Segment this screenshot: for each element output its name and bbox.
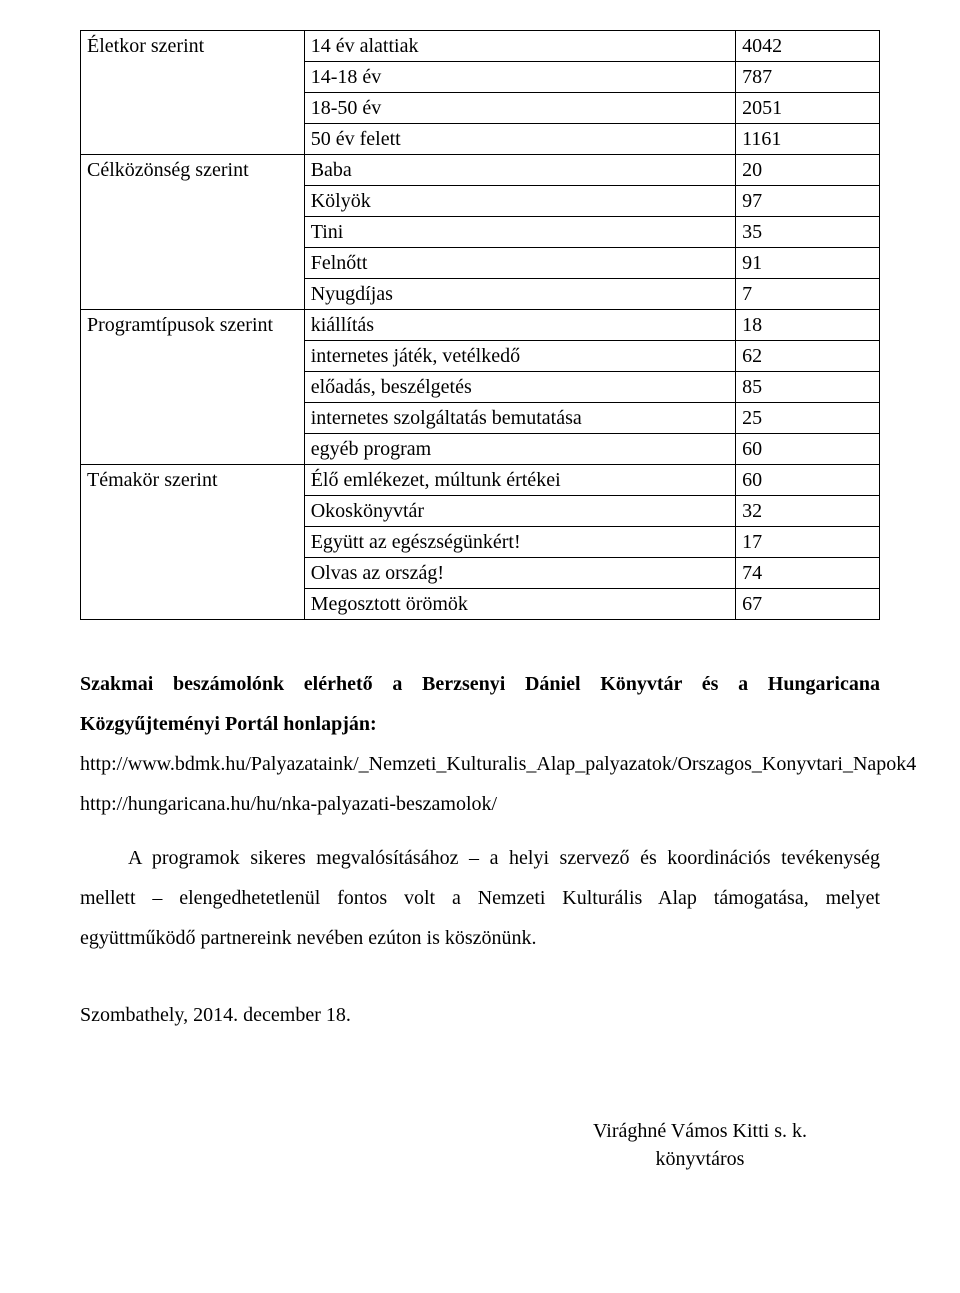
row-label-cell: Olvas az ország! — [304, 558, 735, 589]
row-label-cell: Nyugdíjas — [304, 279, 735, 310]
group-header-cell: Életkor szerint — [81, 31, 305, 155]
row-value-cell: 2051 — [736, 93, 880, 124]
group-header-cell: Programtípusok szerint — [81, 310, 305, 465]
row-value-cell: 7 — [736, 279, 880, 310]
row-value-cell: 18 — [736, 310, 880, 341]
availability-text: Szakmai beszámolónk elérhető a Berzsenyi… — [80, 673, 880, 735]
row-label-cell: 14-18 év — [304, 62, 735, 93]
row-label-cell: Megosztott örömök — [304, 589, 735, 620]
table-row: Célközönség szerintBaba20 — [81, 155, 880, 186]
row-value-cell: 74 — [736, 558, 880, 589]
link-hungaricana[interactable]: http://hungaricana.hu/hu/nka-palyazati-b… — [80, 793, 497, 815]
row-value-cell: 20 — [736, 155, 880, 186]
table-row: Életkor szerint14 év alattiak4042 — [81, 31, 880, 62]
row-value-cell: 67 — [736, 589, 880, 620]
table-row: Programtípusok szerintkiállítás18 — [81, 310, 880, 341]
row-label-cell: Felnőtt — [304, 248, 735, 279]
row-value-cell: 787 — [736, 62, 880, 93]
row-value-cell: 60 — [736, 465, 880, 496]
signature-name: Virághné Vámos Kitti s. k. — [520, 1117, 880, 1145]
row-value-cell: 85 — [736, 372, 880, 403]
row-label-cell: egyéb program — [304, 434, 735, 465]
row-value-cell: 4042 — [736, 31, 880, 62]
row-label-cell: Együtt az egészségünkért! — [304, 527, 735, 558]
date-line: Szombathely, 2014. december 18. — [80, 1004, 880, 1027]
stats-table: Életkor szerint14 év alattiak404214-18 é… — [80, 30, 880, 620]
row-label-cell: Okoskönyvtár — [304, 496, 735, 527]
table-row: Témakör szerintÉlő emlékezet, múltunk ér… — [81, 465, 880, 496]
row-label-cell: internetes játék, vetélkedő — [304, 341, 735, 372]
row-label-cell: Baba — [304, 155, 735, 186]
row-value-cell: 25 — [736, 403, 880, 434]
closing-paragraph: A programok sikeres megvalósításához – a… — [80, 838, 880, 958]
row-value-cell: 32 — [736, 496, 880, 527]
signature-block: Virághné Vámos Kitti s. k. könyvtáros — [520, 1117, 880, 1173]
availability-paragraph: Szakmai beszámolónk elérhető a Berzsenyi… — [80, 664, 880, 824]
row-value-cell: 97 — [736, 186, 880, 217]
signature-role: könyvtáros — [520, 1145, 880, 1173]
group-header-cell: Célközönség szerint — [81, 155, 305, 310]
row-value-cell: 17 — [736, 527, 880, 558]
row-value-cell: 62 — [736, 341, 880, 372]
row-label-cell: 14 év alattiak — [304, 31, 735, 62]
row-label-cell: 50 év felett — [304, 124, 735, 155]
row-value-cell: 1161 — [736, 124, 880, 155]
group-header-cell: Témakör szerint — [81, 465, 305, 620]
row-label-cell: előadás, beszélgetés — [304, 372, 735, 403]
row-label-cell: Élő emlékezet, múltunk értékei — [304, 465, 735, 496]
document-page: Életkor szerint14 év alattiak404214-18 é… — [0, 0, 960, 1293]
row-label-cell: Tini — [304, 217, 735, 248]
row-label-cell: 18-50 év — [304, 93, 735, 124]
row-value-cell: 91 — [736, 248, 880, 279]
row-value-cell: 35 — [736, 217, 880, 248]
row-label-cell: kiállítás — [304, 310, 735, 341]
row-label-cell: Kölyök — [304, 186, 735, 217]
link-bdmk[interactable]: http://www.bdmk.hu/Palyazataink/_Nemzeti… — [80, 753, 916, 775]
row-value-cell: 60 — [736, 434, 880, 465]
row-label-cell: internetes szolgáltatás bemutatása — [304, 403, 735, 434]
